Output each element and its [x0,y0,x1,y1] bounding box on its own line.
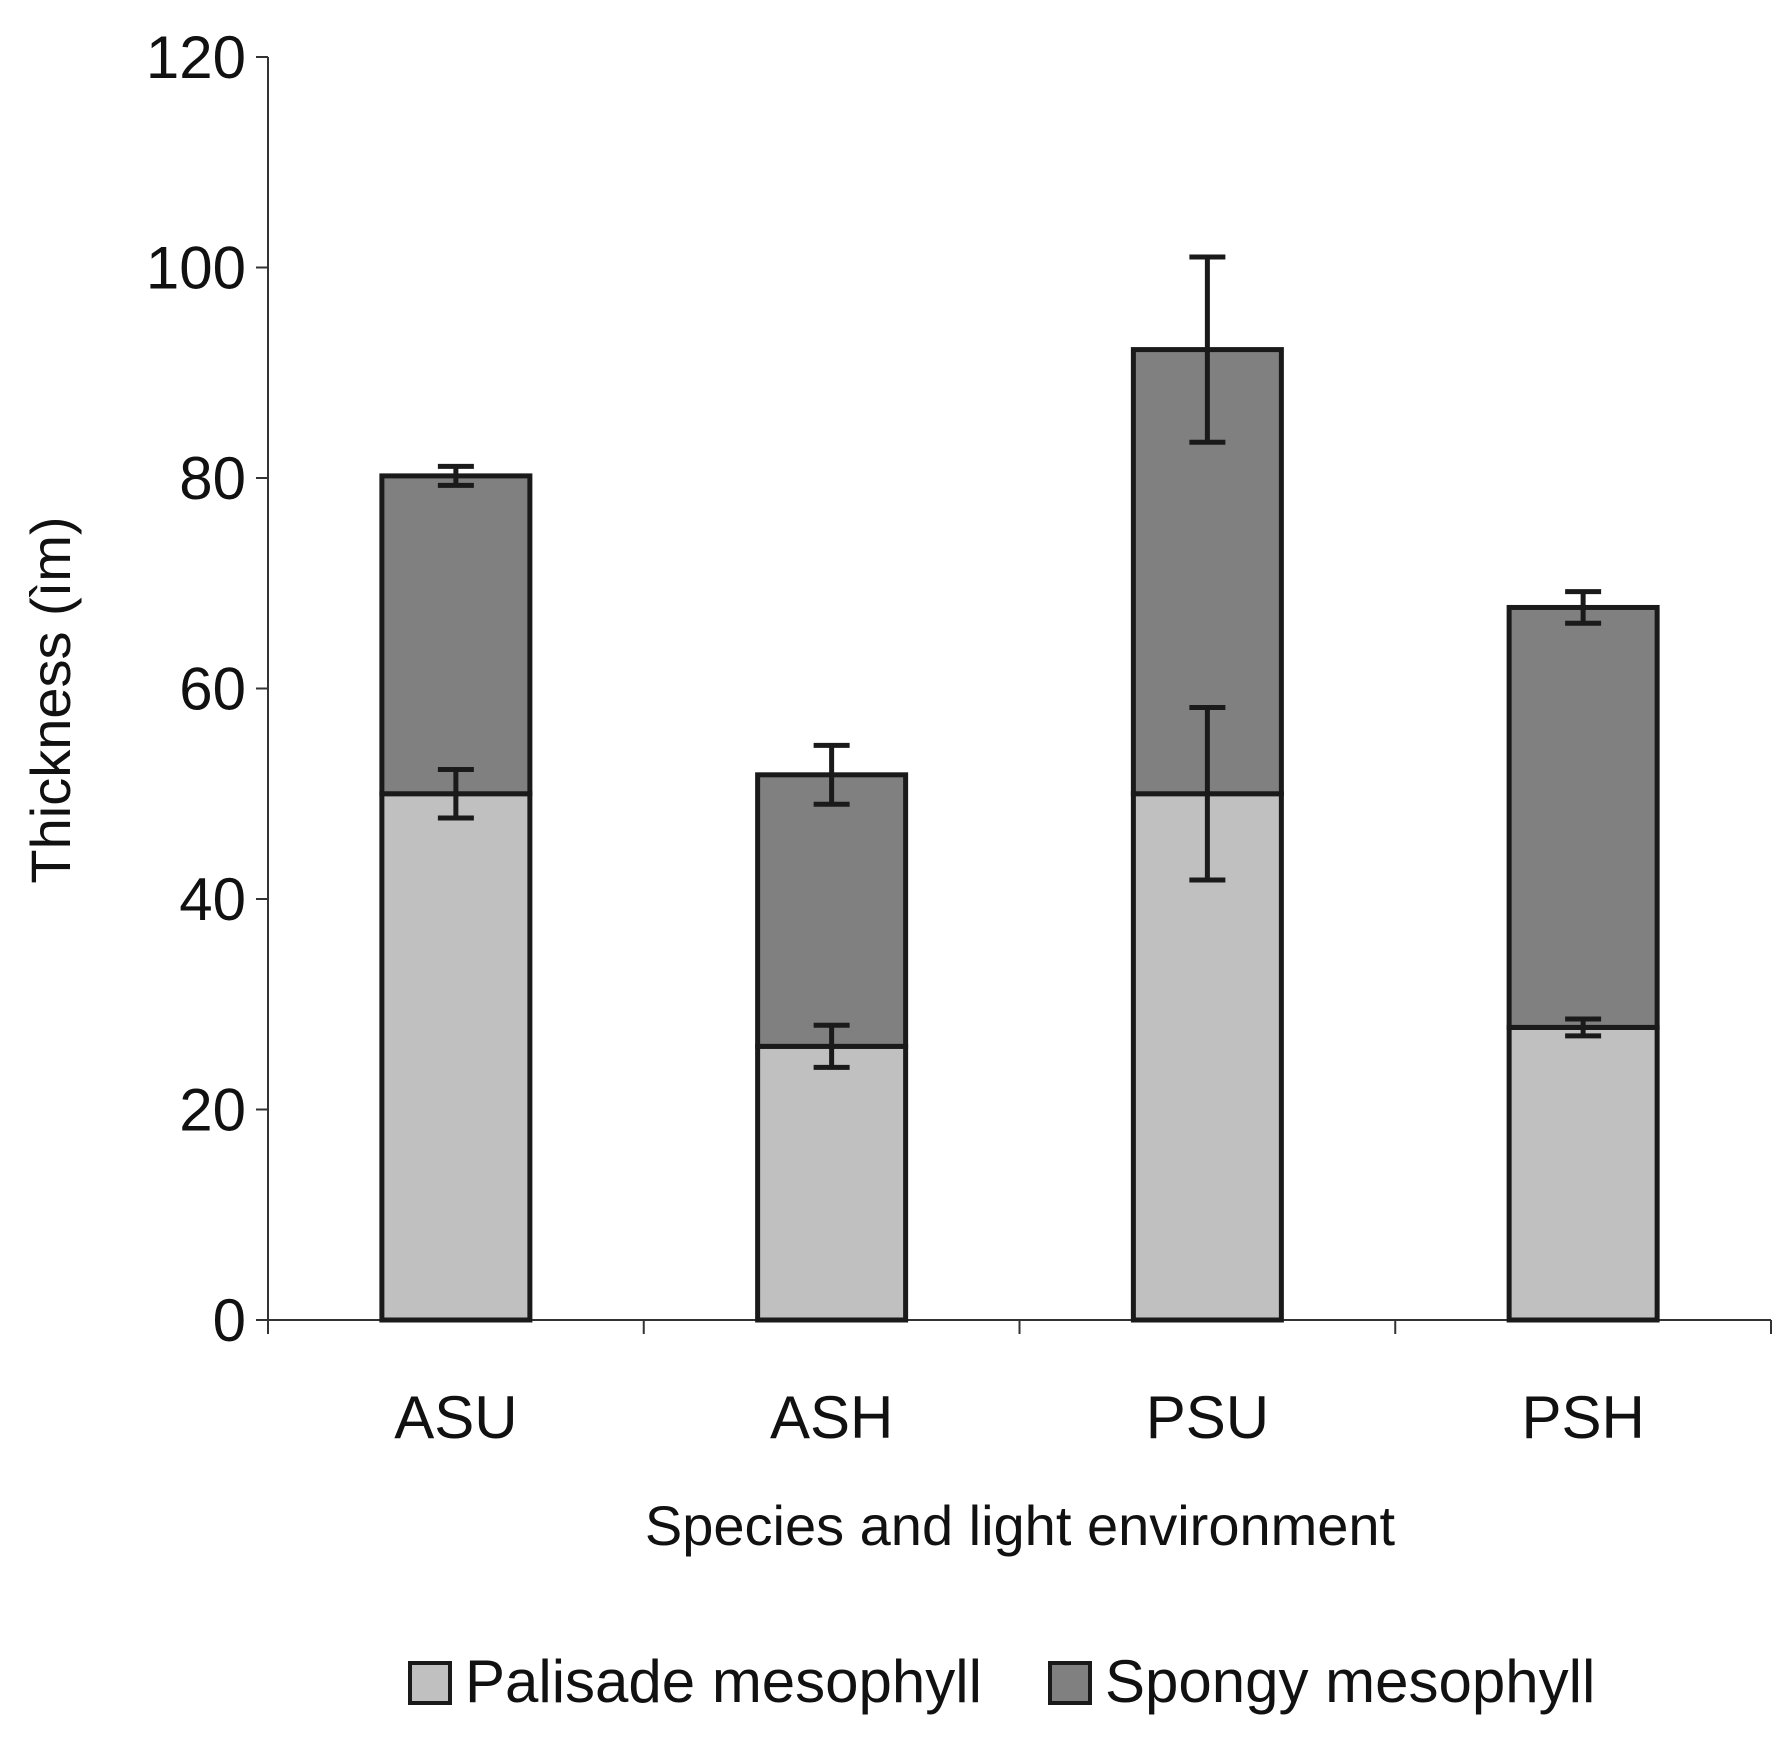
x-tick-label: ASH [770,1384,893,1451]
y-tick-label: 120 [146,24,246,91]
bar-palisade-asu [379,791,533,1323]
bar-spongy-ash [755,772,909,1049]
legend-label-spongy: Spongy mesophyll [1105,1648,1595,1715]
x-tick-label: ASU [394,1384,517,1451]
bar-palisade-ash [755,1043,909,1323]
bar-palisade-psh [1506,1024,1660,1323]
bar-spongy-psh [1506,604,1660,1030]
plot-area: 0 20 40 60 80 100 120 ASU ASH PSU PSH [146,24,1772,1451]
y-tick-label: 0 [213,1287,246,1354]
legend: Palisade mesophyll Spongy mesophyll [408,1648,1595,1715]
legend-label-palisade: Palisade mesophyll [465,1648,982,1715]
y-tick-label: 80 [179,445,246,512]
legend-swatch-palisade [408,1661,452,1705]
y-tick-label: 20 [179,1077,246,1144]
y-tick-label: 60 [179,656,246,723]
x-tick-label: PSU [1146,1384,1269,1451]
y-axis-title: Thickness (ìm) [19,516,82,883]
y-tick-label: 100 [146,235,246,302]
legend-swatch-spongy [1048,1661,1092,1705]
y-tick-label: 40 [179,866,246,933]
x-axis-title: Species and light environment [645,1494,1396,1557]
x-tick-label: PSH [1521,1384,1644,1451]
bar-spongy-asu [379,473,533,797]
